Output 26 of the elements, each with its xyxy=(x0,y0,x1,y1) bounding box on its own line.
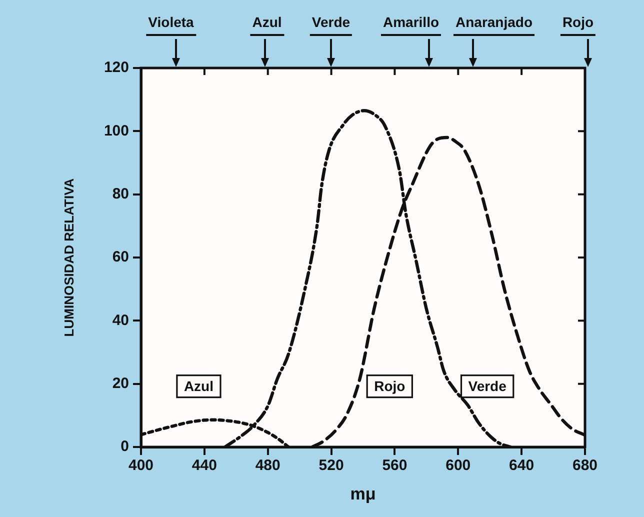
text: Amarillo xyxy=(380,14,442,36)
text: Anaranjado xyxy=(453,14,535,36)
y-tick-label: 40 xyxy=(112,312,129,329)
text: Verde xyxy=(310,14,352,36)
series-label: Verde xyxy=(468,378,507,394)
x-axis-title: mμ xyxy=(350,484,376,504)
y-tick-label: 100 xyxy=(104,122,129,140)
x-tick-label: 440 xyxy=(192,457,217,474)
x-tick-label: 520 xyxy=(318,457,344,474)
y-tick-label: 0 xyxy=(120,438,129,456)
text: Azul xyxy=(250,14,284,36)
y-tick-label: 60 xyxy=(112,248,129,266)
text: Violeta xyxy=(146,14,196,36)
series-label: Azul xyxy=(184,378,214,394)
x-tick-label: 640 xyxy=(509,457,534,474)
x-tick-label: 600 xyxy=(446,457,471,474)
y-tick-label: 80 xyxy=(112,185,129,202)
y-tick-label: 120 xyxy=(104,59,129,76)
x-tick-label: 560 xyxy=(382,457,408,474)
y-tick-label: 20 xyxy=(112,374,129,392)
text: Rojo xyxy=(560,14,596,36)
x-tick-label: 480 xyxy=(255,457,280,474)
series-label: Rojo xyxy=(374,378,406,394)
y-axis-title: LUMINOSIDAD RELATIVA xyxy=(61,178,76,337)
x-tick-label: 680 xyxy=(572,457,598,474)
x-tick-label: 400 xyxy=(128,457,154,474)
